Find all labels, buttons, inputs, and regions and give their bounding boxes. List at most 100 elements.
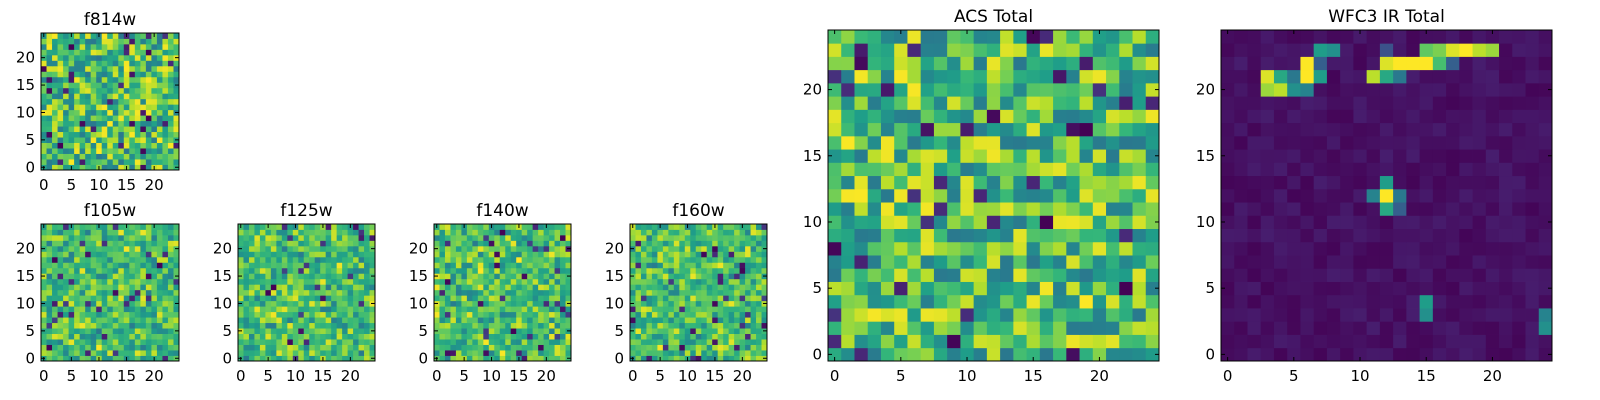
- heatmap-cell: [1221, 347, 1235, 362]
- heatmap-cell: [1092, 43, 1107, 57]
- heatmap-cell: [1326, 122, 1341, 137]
- heatmap-cell: [920, 268, 935, 282]
- heatmap-cell: [118, 120, 125, 127]
- heatmap-cell: [756, 278, 762, 285]
- heatmap-cell: [303, 256, 310, 263]
- heatmap-cell: [1106, 69, 1120, 84]
- heatmap-cell: [1326, 109, 1341, 124]
- heatmap-cell: [1106, 241, 1120, 256]
- heatmap-cell: [112, 71, 119, 78]
- heatmap-cell: [57, 87, 64, 94]
- heatmap-cell: [651, 234, 658, 241]
- y-tick-label: 10: [409, 294, 428, 312]
- heatmap-cell: [1538, 56, 1553, 71]
- heatmap-cell: [1013, 334, 1027, 349]
- heatmap-cell: [140, 229, 147, 236]
- heatmap-cell: [907, 255, 922, 269]
- heatmap-cell: [57, 339, 64, 345]
- heatmap-cell: [68, 104, 75, 111]
- heatmap-cell: [505, 322, 512, 329]
- heatmap-cell: [41, 76, 47, 83]
- heatmap-cell: [510, 306, 517, 313]
- heatmap-cell: [173, 240, 180, 247]
- heatmap-cell: [488, 273, 495, 280]
- heatmap-cell: [673, 278, 680, 285]
- heatmap-cell: [156, 311, 163, 318]
- heatmap-cell: [57, 267, 64, 274]
- heatmap-cell: [734, 256, 740, 263]
- heatmap-cell: [85, 262, 92, 269]
- heatmap-cell: [358, 322, 365, 329]
- heatmap-cell: [270, 350, 277, 356]
- heatmap-cell: [353, 355, 359, 362]
- heatmap-cell: [750, 322, 757, 329]
- heatmap-cell: [298, 300, 305, 307]
- heatmap-cell: [1340, 82, 1354, 97]
- heatmap-cell: [668, 322, 675, 329]
- heatmap-cell: [1273, 188, 1288, 203]
- heatmap-cell: [129, 164, 136, 171]
- heatmap-cell: [364, 229, 370, 236]
- heatmap-cell: [1472, 202, 1487, 216]
- heatmap-cell: [369, 306, 376, 313]
- heatmap-cell: [298, 262, 305, 269]
- heatmap-cell: [690, 234, 697, 241]
- heatmap-cell: [156, 164, 163, 171]
- heatmap-cell: [129, 98, 136, 105]
- heatmap-cell: [684, 245, 691, 252]
- heatmap-cell: [364, 339, 370, 345]
- heatmap-cell: [167, 350, 174, 356]
- heatmap-cell: [1273, 241, 1288, 256]
- heatmap-cell: [63, 240, 69, 247]
- heatmap-cell: [107, 87, 114, 94]
- heatmap-cell: [543, 289, 550, 296]
- heatmap-cell: [1432, 281, 1447, 296]
- heatmap-cell: [854, 347, 869, 362]
- heatmap-cell: [74, 98, 81, 105]
- heatmap-cell: [1512, 188, 1526, 203]
- heatmap-cell: [554, 224, 561, 230]
- heatmap-cell: [118, 278, 125, 285]
- heatmap-cell: [79, 104, 86, 111]
- heatmap-cell: [1247, 281, 1262, 296]
- heatmap-cell: [477, 284, 484, 291]
- heatmap-cell: [510, 339, 517, 345]
- heatmap-cell: [303, 306, 310, 313]
- heatmap-cell: [1432, 241, 1447, 256]
- heatmap-cell: [532, 333, 539, 340]
- heatmap-cell: [444, 344, 451, 351]
- heatmap-cell: [151, 82, 158, 89]
- heatmap-cell: [134, 339, 141, 345]
- heatmap-cell: [57, 153, 64, 160]
- heatmap-cell: [129, 224, 136, 230]
- heatmap-cell: [276, 284, 283, 291]
- heatmap-cell: [1053, 215, 1067, 229]
- heatmap-cell: [1092, 334, 1107, 349]
- heatmap-cell: [761, 295, 768, 302]
- heatmap-cell: [444, 278, 451, 285]
- heatmap-cell: [717, 284, 724, 291]
- heatmap-cell: [527, 245, 534, 252]
- heatmap-cell: [679, 328, 686, 334]
- heatmap-cell: [167, 317, 174, 324]
- heatmap-cell: [960, 56, 975, 71]
- heatmap-cell: [1287, 308, 1301, 322]
- heatmap-cell: [287, 256, 294, 263]
- heatmap-cell: [156, 273, 163, 280]
- heatmap-cell: [739, 322, 746, 329]
- heatmap-cell: [450, 328, 457, 334]
- heatmap-cell: [145, 311, 152, 318]
- heatmap-cell: [439, 284, 446, 291]
- heatmap-cell: [1273, 281, 1288, 296]
- heatmap-cell: [101, 284, 108, 291]
- x-tick-label: 0: [1223, 367, 1233, 385]
- heatmap-cell: [46, 65, 53, 72]
- heatmap-cell: [314, 256, 321, 263]
- heatmap-cell: [712, 317, 719, 324]
- heatmap-cell: [364, 289, 370, 296]
- heatmap-cell: [1393, 43, 1407, 57]
- heatmap-cell: [101, 322, 108, 329]
- heatmap-cell: [450, 240, 457, 247]
- heatmap-cell: [63, 295, 69, 302]
